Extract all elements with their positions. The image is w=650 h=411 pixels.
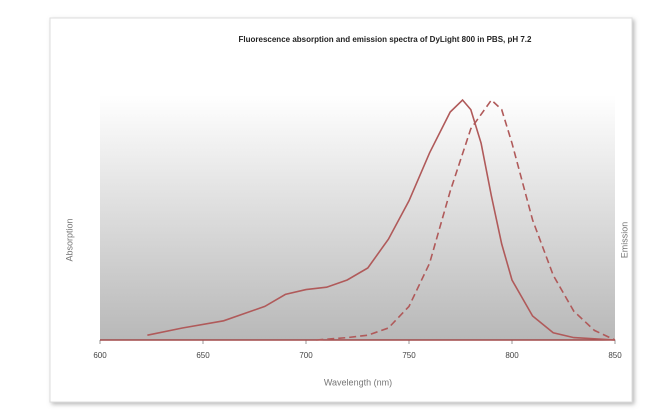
x-tick-label: 750 bbox=[402, 351, 416, 360]
chart-title: Fluorescence absorption and emission spe… bbox=[239, 35, 533, 44]
x-tick-label: 850 bbox=[608, 351, 622, 360]
x-tick-label: 650 bbox=[196, 351, 210, 360]
series-line bbox=[316, 98, 616, 341]
series-line bbox=[147, 98, 616, 341]
plot-area bbox=[100, 95, 615, 340]
x-tick-label: 800 bbox=[505, 351, 519, 360]
x-tick-label: 700 bbox=[299, 351, 313, 360]
y2-axis-label: Emission bbox=[619, 222, 629, 259]
y-axis-label: Absorption bbox=[64, 218, 74, 261]
x-tick-label: 600 bbox=[93, 351, 107, 360]
x-axis-label: Wavelength (nm) bbox=[324, 377, 392, 387]
